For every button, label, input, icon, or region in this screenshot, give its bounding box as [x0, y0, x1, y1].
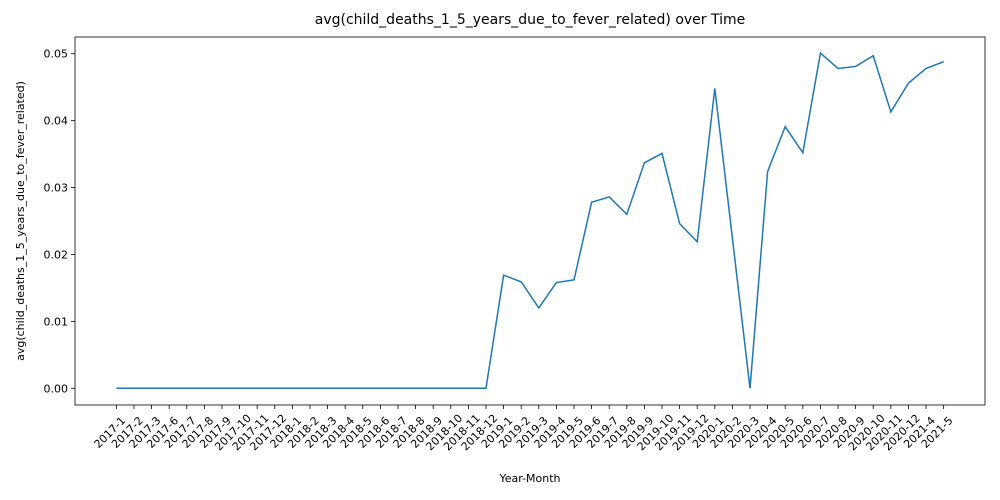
y-tick-label: 0.01: [44, 315, 69, 328]
y-tick-label: 0.04: [44, 115, 69, 128]
line: [116, 51, 944, 390]
y-axis-label: avg(child_deaths_1_5_years_due_to_fever_…: [14, 81, 27, 361]
chart-title: avg(child_deaths_1_5_years_due_to_fever_…: [315, 12, 746, 28]
y-tick-label: 0.00: [44, 382, 69, 395]
y-tick-label: 0.03: [44, 182, 69, 195]
plot-frame: [74, 36, 986, 406]
y-tick-label: 0.02: [44, 248, 69, 261]
y-tick-label: 0.05: [44, 48, 69, 61]
x-axis-label: Year-Month: [498, 472, 560, 485]
